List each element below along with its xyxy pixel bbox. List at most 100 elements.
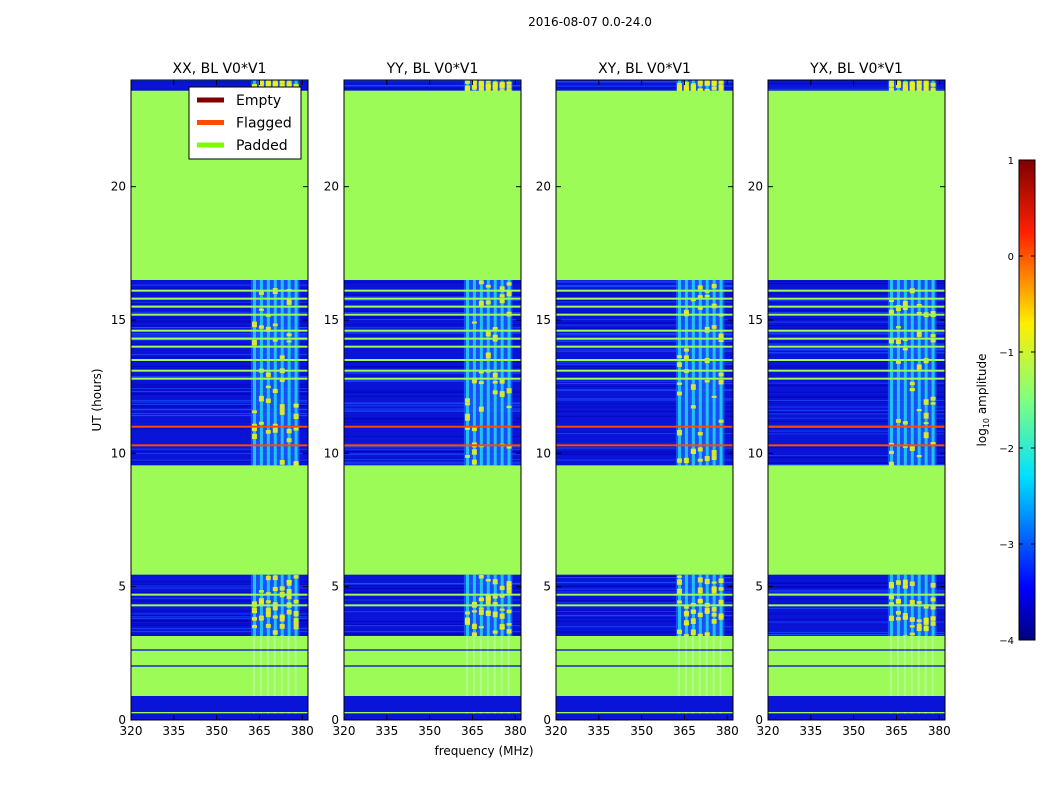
rfi-column: [259, 280, 263, 466]
rfi-spot: [697, 88, 703, 92]
rfi-spot: [251, 321, 257, 328]
rfi-spot: [293, 599, 299, 604]
rfi-spot: [916, 84, 922, 89]
rfi-column: [705, 280, 709, 466]
rfi-column: [507, 280, 511, 466]
noise-streak: [556, 447, 733, 449]
rfi-spot: [279, 624, 285, 629]
padded-line: [344, 337, 521, 340]
rfi-spot: [711, 619, 717, 624]
colorbar-tick-label: −4: [999, 636, 1014, 647]
rfi-spot: [916, 87, 922, 92]
rfi-spot: [499, 294, 505, 298]
padded-rfi-trace: [903, 636, 906, 650]
rfi-spot: [265, 623, 271, 628]
noise-streak: [768, 621, 945, 623]
figure-title: 2016-08-07 0.0-24.0: [528, 15, 652, 29]
rfi-spot: [279, 615, 285, 622]
padded-rfi-trace: [280, 712, 283, 714]
padded-line: [131, 377, 308, 380]
colorbar-tick-label: −2: [999, 444, 1014, 455]
rfi-spot: [258, 600, 264, 607]
rfi-spot: [888, 461, 894, 468]
noise-streak: [556, 452, 733, 454]
rfi-spot: [265, 314, 271, 317]
rfi-spot: [718, 419, 724, 423]
rfi-spot: [930, 334, 936, 338]
y-tick-label: 10: [536, 446, 551, 460]
rfi-spot: [471, 427, 477, 432]
rfi-spot: [697, 612, 703, 617]
padded-line: [344, 377, 521, 380]
padded-rfi-trace: [684, 666, 687, 696]
rfi-spot: [704, 610, 710, 614]
rfi-spot: [902, 88, 908, 92]
padded-rfi-trace: [493, 650, 496, 666]
noise-streak: [131, 408, 308, 410]
noise-streak: [768, 428, 945, 430]
noise-streak: [344, 598, 521, 600]
noise-streak: [131, 409, 308, 411]
padded-rfi-trace: [465, 712, 468, 714]
rfi-spot: [464, 611, 470, 615]
padded-rfi-trace: [712, 650, 715, 666]
rfi-column: [691, 280, 695, 466]
rfi-spot: [464, 454, 470, 458]
noise-streak: [131, 448, 308, 450]
padded-rfi-trace: [259, 636, 262, 650]
rfi-spot: [923, 422, 929, 425]
noise-streak: [768, 430, 945, 432]
noise-streak: [131, 616, 308, 618]
rfi-spot: [888, 617, 894, 621]
colorbar-tick-label: −3: [999, 540, 1014, 551]
rfi-spot: [676, 579, 682, 585]
padded-line: [768, 604, 945, 607]
padded-rfi-trace: [486, 636, 489, 650]
noise-streak: [556, 333, 733, 335]
rfi-spot: [930, 338, 936, 343]
padded-rfi-trace: [294, 636, 297, 650]
rfi-spot: [895, 82, 901, 86]
padded-rfi-trace: [507, 636, 510, 650]
noise-streak: [556, 593, 733, 595]
padded-line: [344, 369, 521, 372]
noise-streak: [768, 348, 945, 350]
rfi-column: [917, 280, 921, 466]
rfi-spot: [916, 454, 922, 458]
rfi-spot: [506, 629, 512, 634]
rfi-spot: [485, 331, 491, 337]
flagged-line: [131, 425, 308, 428]
rfi-spot: [916, 601, 922, 604]
rfi-spot: [492, 593, 498, 599]
noise-streak: [131, 387, 308, 389]
noise-streak: [768, 635, 945, 637]
rfi-spot: [272, 82, 278, 88]
noise-streak: [344, 312, 521, 314]
noise-streak: [768, 456, 945, 458]
noise-streak: [556, 398, 733, 400]
noise-streak: [768, 379, 945, 381]
padded-region: [768, 712, 945, 714]
y-tick-label: 0: [118, 713, 126, 727]
rfi-spot: [930, 605, 936, 610]
rfi-spot: [690, 384, 696, 390]
rfi-spot: [464, 80, 470, 84]
rfi-spot: [286, 428, 292, 434]
rfi-spot: [499, 613, 505, 619]
x-tick-label: 365: [461, 724, 484, 738]
rfi-spot: [265, 429, 271, 434]
noise-streak: [556, 324, 733, 326]
padded-line: [344, 329, 521, 332]
panel-title: XY, BL V0*V1: [598, 61, 691, 77]
padded-rfi-trace: [507, 650, 510, 666]
padded-rfi-trace: [465, 666, 468, 696]
noise-streak: [131, 404, 308, 406]
noise-streak: [344, 376, 521, 378]
rfi-spot: [478, 300, 484, 306]
rfi-spot: [251, 624, 257, 629]
rfi-spot: [272, 615, 278, 619]
padded-rfi-trace: [294, 712, 297, 714]
rfi-spot: [704, 578, 710, 585]
padded-rfi-trace: [280, 650, 283, 666]
padded-rfi-trace: [931, 650, 934, 666]
